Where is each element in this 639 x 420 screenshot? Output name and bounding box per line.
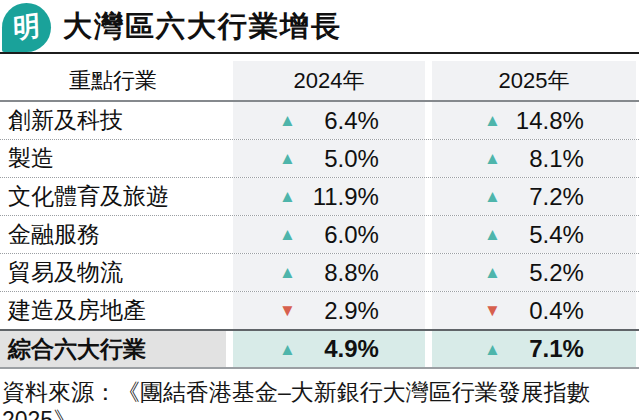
up-arrow-icon: ▲ — [484, 150, 501, 167]
value-2025: ▲14.8% — [432, 102, 636, 139]
page-title: 大灣區六大行業增長 — [63, 7, 342, 47]
up-arrow-icon: ▲ — [279, 150, 296, 167]
table-row: 製造 ▲5.0% ▲8.1% — [0, 139, 639, 177]
header-2024: 2024年 — [233, 61, 425, 100]
header-industry: 重點行業 — [0, 61, 226, 100]
table-row: 文化體育及旅遊 ▲11.9% ▲7.2% — [0, 177, 639, 215]
up-arrow-icon: ▲ — [484, 112, 501, 129]
industry-growth-table: 重點行業 2024年 2025年 創新及科技 ▲6.4% ▲14.8% 製造 ▲… — [0, 61, 639, 369]
table-row: 創新及科技 ▲6.4% ▲14.8% — [0, 102, 639, 139]
up-arrow-icon: ▲ — [279, 341, 296, 358]
value-2025: ▲7.1% — [432, 331, 636, 367]
value-2024: ▲8.8% — [233, 254, 425, 291]
mingpao-logo-icon: 明 — [2, 3, 51, 52]
industry-label: 文化體育及旅遊 — [0, 178, 226, 215]
table-row: 金融服務 ▲6.0% ▲5.4% — [0, 215, 639, 253]
up-arrow-icon: ▲ — [484, 188, 501, 205]
value-2024: ▲4.9% — [233, 331, 425, 367]
logo-glyph: 明 — [12, 7, 40, 47]
table-row: 貿易及物流 ▲8.8% ▲5.2% — [0, 253, 639, 291]
value-2024: ▲6.0% — [233, 216, 425, 253]
value-2025: ▲5.2% — [432, 254, 636, 291]
value-2024: ▲11.9% — [233, 178, 425, 215]
up-arrow-icon: ▲ — [484, 264, 501, 281]
value-2024: ▼2.9% — [233, 292, 425, 329]
industry-label: 建造及房地產 — [0, 292, 226, 329]
industry-label: 貿易及物流 — [0, 254, 226, 291]
up-arrow-icon: ▲ — [279, 112, 296, 129]
table-total-row: 綜合六大行業 ▲4.9% ▲7.1% — [0, 329, 639, 369]
up-arrow-icon: ▲ — [484, 226, 501, 243]
value-2024: ▲6.4% — [233, 102, 425, 139]
up-arrow-icon: ▲ — [279, 226, 296, 243]
industry-label: 製造 — [0, 140, 226, 177]
up-arrow-icon: ▲ — [279, 188, 296, 205]
table-row: 建造及房地產 ▼2.9% ▼0.4% — [0, 291, 639, 329]
header-2025: 2025年 — [432, 61, 636, 100]
masthead: 明 大灣區六大行業增長 — [0, 0, 639, 54]
industry-label: 金融服務 — [0, 216, 226, 253]
down-arrow-icon: ▼ — [484, 302, 501, 319]
value-2025: ▼0.4% — [432, 292, 636, 329]
table-header-row: 重點行業 2024年 2025年 — [0, 61, 639, 102]
industry-label: 綜合六大行業 — [0, 331, 226, 367]
down-arrow-icon: ▼ — [279, 302, 296, 319]
value-2025: ▲7.2% — [432, 178, 636, 215]
industry-label: 創新及科技 — [0, 102, 226, 139]
up-arrow-icon: ▲ — [279, 264, 296, 281]
table-body: 創新及科技 ▲6.4% ▲14.8% 製造 ▲5.0% ▲8.1% 文化體育及旅… — [0, 102, 639, 369]
value-2024: ▲5.0% — [233, 140, 425, 177]
up-arrow-icon: ▲ — [484, 341, 501, 358]
source-note: 資料來源：《團結香港基金–大新銀行大灣區行業發展指數2025》 — [0, 378, 639, 420]
value-2025: ▲8.1% — [432, 140, 636, 177]
value-2025: ▲5.4% — [432, 216, 636, 253]
